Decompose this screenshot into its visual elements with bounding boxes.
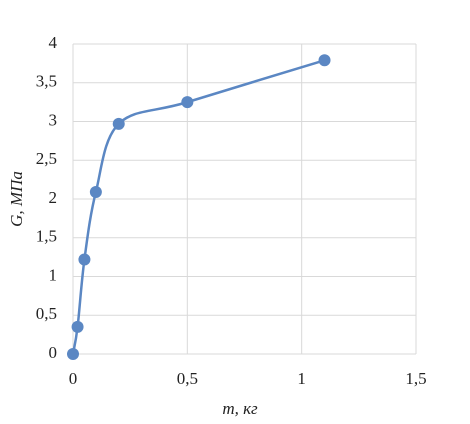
y-tick-label: 0	[49, 343, 58, 362]
y-tick-label: 4	[49, 33, 58, 52]
data-point	[181, 96, 194, 109]
data-point	[112, 117, 125, 130]
x-tick-label: 1,5	[405, 369, 426, 388]
x-tick-label: 0	[69, 369, 78, 388]
x-tick-label: 0,5	[177, 369, 198, 388]
y-tick-label: 0,5	[36, 304, 57, 323]
data-point	[71, 320, 84, 333]
data-point	[67, 348, 79, 360]
y-tick-label: 1,5	[36, 227, 57, 246]
y-tick-label: 3	[49, 110, 58, 129]
y-tick-label: 3,5	[36, 72, 57, 91]
data-point	[89, 186, 102, 199]
data-point	[78, 253, 91, 266]
y-tick-label: 2	[49, 188, 58, 207]
y-tick-label: 1	[49, 265, 58, 284]
data-point	[318, 54, 331, 67]
y-axis-label: G, МПа	[7, 171, 26, 227]
x-tick-label: 1	[297, 369, 306, 388]
series-line	[71, 59, 325, 355]
x-axis-label: m, кг	[222, 399, 258, 418]
y-tick-label: 2,5	[36, 149, 57, 168]
